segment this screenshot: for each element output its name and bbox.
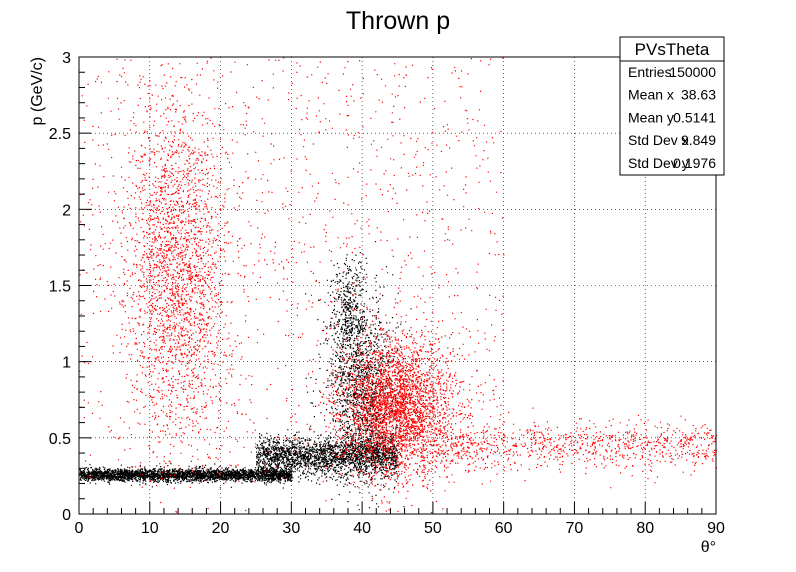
chart-title: Thrown p	[346, 7, 450, 35]
x-tick-label: 10	[141, 520, 159, 537]
scatter-point-cluster	[97, 62, 262, 513]
x-tick-label: 30	[282, 520, 300, 537]
scatter-point-cluster	[432, 407, 718, 489]
x-tick-label: 50	[424, 520, 442, 537]
stats-value: 150000	[669, 64, 716, 80]
stats-value: 9.849	[681, 132, 716, 148]
scatter-points	[79, 57, 718, 514]
x-tick-label: 80	[636, 520, 654, 537]
stats-value: 0.1976	[673, 155, 716, 171]
y-tick-label: 1.5	[49, 279, 71, 296]
scatter-series	[79, 57, 718, 514]
stats-value: 0.5141	[673, 109, 716, 125]
x-axis: 0 10 20 30 40 50 60 70 80 90	[75, 502, 725, 537]
x-tick-label: 40	[353, 520, 371, 537]
stats-label: Std Dev y	[628, 155, 689, 171]
y-tick-label: 0	[62, 507, 71, 524]
y-tick-label: 2	[62, 202, 71, 219]
scatter-point-cluster	[298, 278, 490, 514]
x-tick-label: 20	[212, 520, 230, 537]
y-tick-label: 0.5	[49, 431, 71, 448]
y-axis-label: p (GeV/c)	[29, 57, 46, 125]
scatter-point-cluster	[79, 57, 505, 485]
scatter-series	[79, 241, 416, 511]
y-tick-label: 2.5	[49, 126, 71, 143]
scatter-point-cluster	[79, 463, 293, 489]
x-axis-label: θ°	[701, 539, 716, 556]
x-tick-label: 70	[566, 520, 584, 537]
stats-value: 38.63	[681, 87, 716, 103]
stats-label: Std Dev x	[628, 132, 689, 148]
y-tick-label: 3	[62, 50, 71, 67]
grid	[79, 57, 716, 514]
stats-label: Entries	[628, 64, 672, 80]
scatter-point-cluster	[256, 429, 399, 489]
stats-box-frame	[619, 36, 725, 176]
stats-name: PVsTheta	[635, 40, 710, 59]
y-axis: 0 0.5 1 1.5 2 2.5 3	[49, 50, 91, 524]
y-tick-label: 1	[62, 355, 71, 372]
stats-label: Mean y	[628, 109, 674, 125]
x-tick-label: 60	[495, 520, 513, 537]
x-tick-label: 90	[707, 520, 725, 537]
x-tick-label: 0	[75, 520, 84, 537]
stats-label: Mean x	[628, 87, 674, 103]
